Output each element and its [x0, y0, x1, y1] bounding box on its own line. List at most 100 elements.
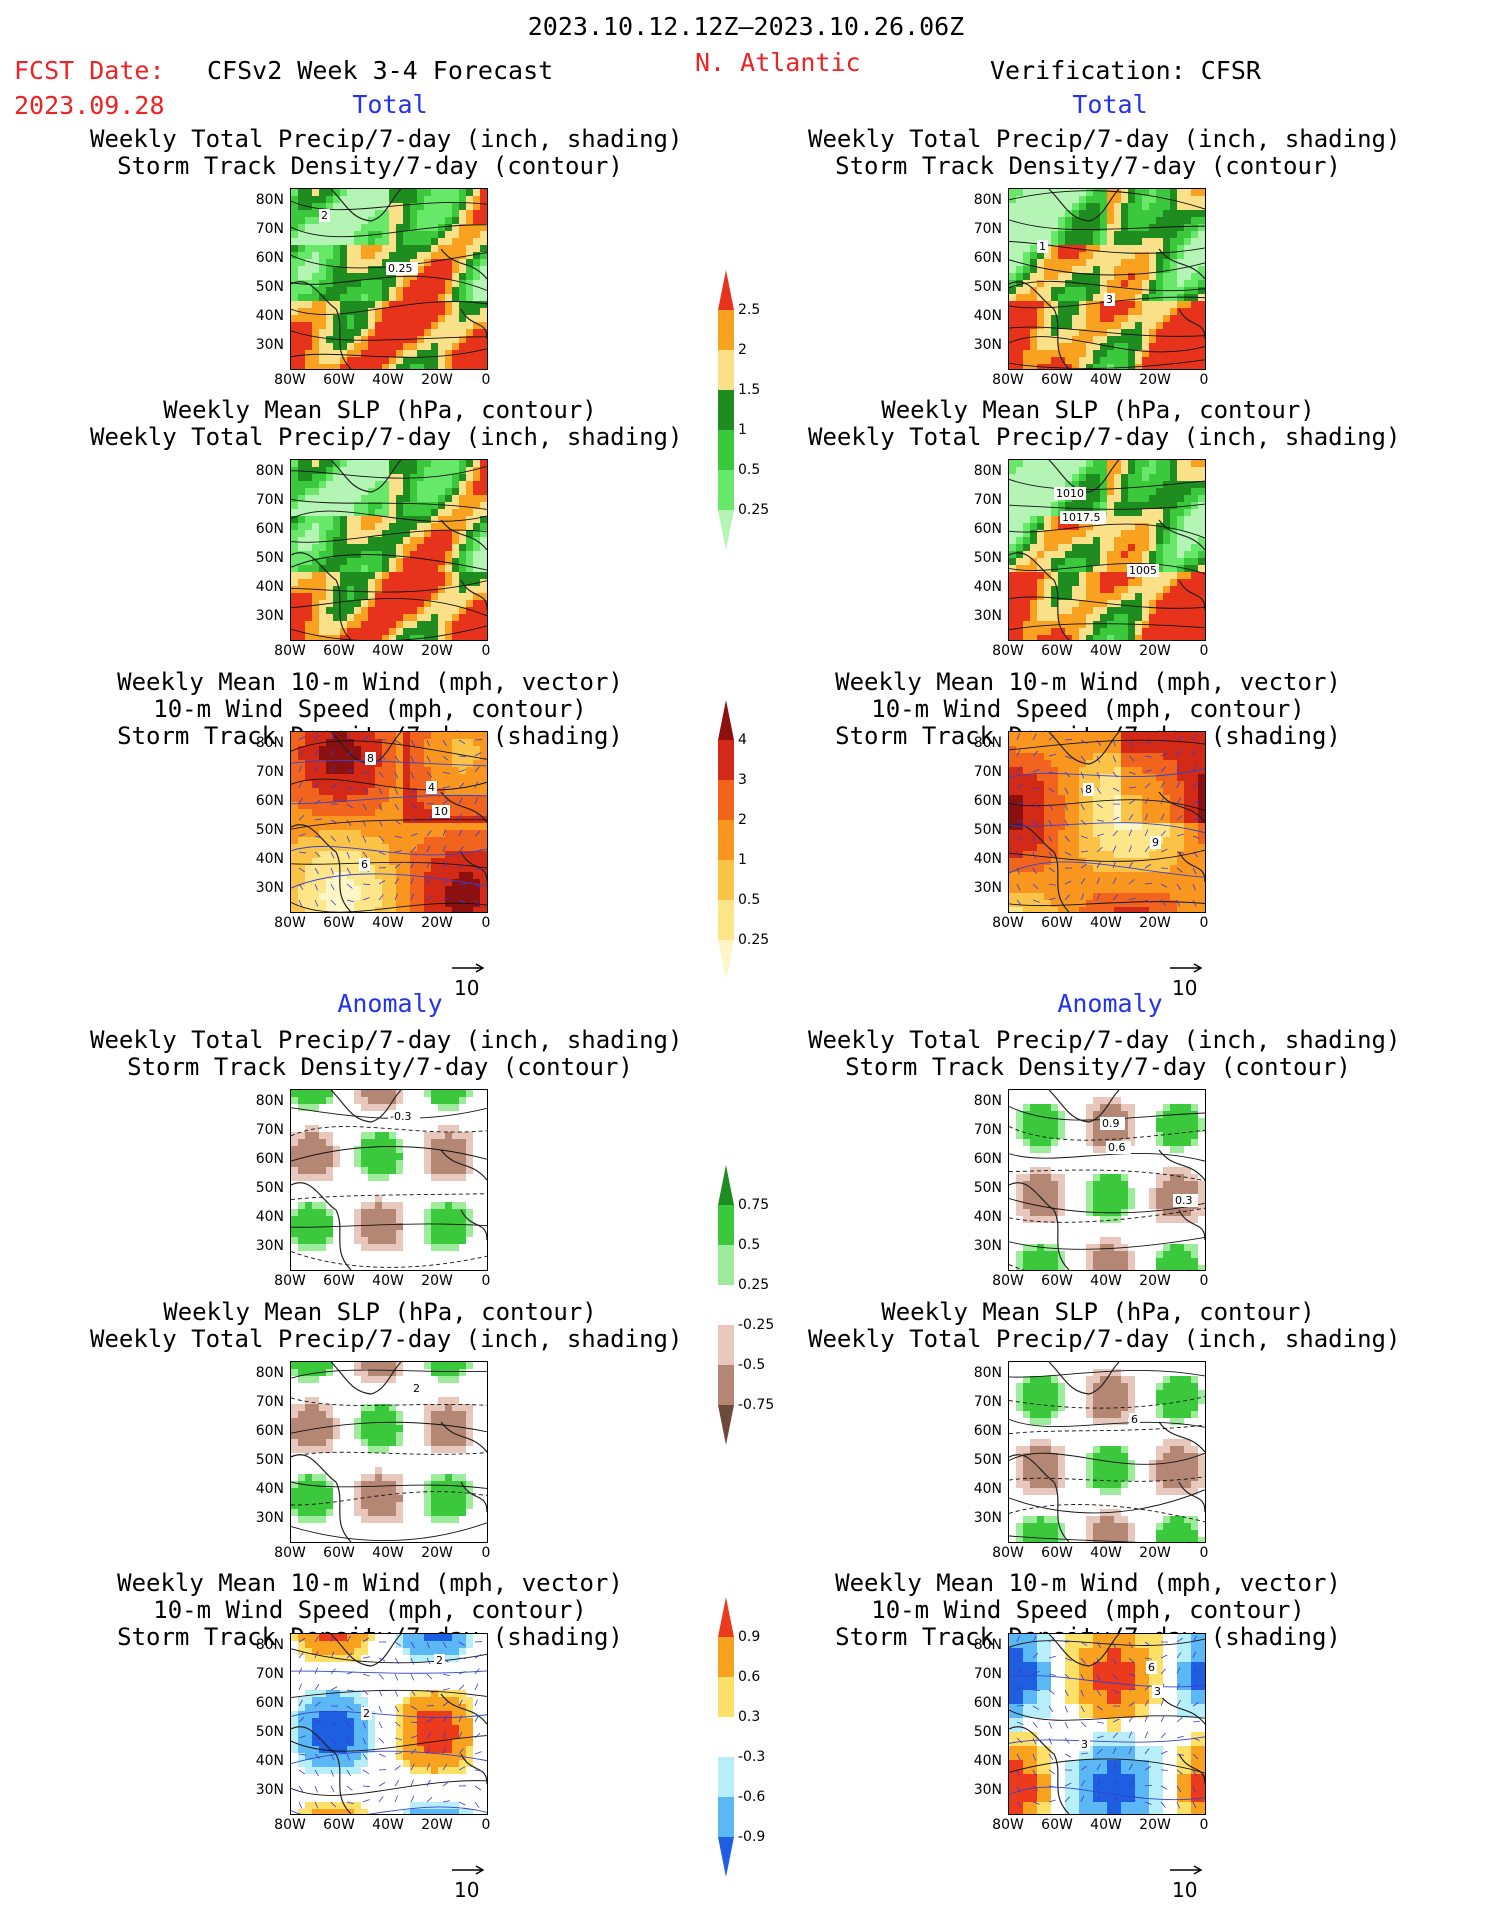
shading-cell [1121, 238, 1128, 245]
shading-cell [1191, 357, 1198, 364]
shading-cell [298, 231, 305, 238]
shading-cell [452, 767, 459, 774]
shading-cell [361, 1223, 368, 1230]
wind-vector [426, 877, 431, 885]
shading-cell [466, 1139, 473, 1146]
shading-cell [1163, 558, 1170, 565]
shading-cell [291, 1230, 298, 1237]
wind-vector [330, 733, 334, 741]
shading-cell [291, 809, 298, 816]
wind-vector [394, 771, 399, 779]
shading-cell [291, 600, 298, 607]
contour-label: 2 [321, 209, 328, 222]
wind-vector [346, 1753, 350, 1761]
shading-cell [1016, 607, 1023, 614]
shading-cell [298, 1704, 305, 1711]
shading-cell [466, 746, 473, 753]
shading-cell [473, 544, 480, 551]
shading-cell [480, 266, 487, 273]
shading-cell [1058, 460, 1065, 467]
shading-cell [1016, 343, 1023, 350]
shading-cell [403, 1746, 410, 1753]
wind-vector [394, 835, 402, 839]
shading-cell [305, 837, 312, 844]
shading-cell [305, 329, 312, 336]
wind-vector [330, 835, 336, 842]
shading-cell [312, 1376, 319, 1383]
shading-cell [291, 350, 298, 357]
shading-cell [1128, 579, 1135, 586]
shading-cell [438, 252, 445, 259]
contour-line [291, 625, 487, 640]
shading-cell [431, 1697, 438, 1704]
shading-cell [403, 203, 410, 210]
shading-cell [382, 621, 389, 628]
shading-cell [354, 865, 361, 872]
shading-cell [431, 252, 438, 259]
shading-cell [382, 579, 389, 586]
shading-cell [445, 1655, 452, 1662]
shading-cell [417, 788, 424, 795]
shading-cell [1009, 558, 1016, 565]
shading-cell [389, 252, 396, 259]
shading-cell [431, 523, 438, 530]
wind-vector [442, 1701, 449, 1707]
shading-cell [1100, 315, 1107, 322]
shading-cell [1058, 481, 1065, 488]
shading-cell [466, 460, 473, 467]
shading-cell [1149, 294, 1156, 301]
shading-cell [1051, 315, 1058, 322]
shading-cell [1093, 495, 1100, 502]
shading-cell [1100, 579, 1107, 586]
shading-cell [375, 238, 382, 245]
lat-tick-label: 70N [255, 1122, 284, 1138]
shading-cell [1093, 252, 1100, 259]
shading-cell [1030, 502, 1037, 509]
shading-cell [438, 189, 445, 196]
shading-cell [417, 336, 424, 343]
shading-cell [1149, 280, 1156, 287]
shading-cell [347, 1725, 354, 1732]
shading-cell [431, 1488, 438, 1495]
shading-cell [1016, 586, 1023, 593]
shading-cell [445, 217, 452, 224]
shading-cell [1079, 210, 1086, 217]
wind-vector [442, 771, 450, 775]
shading-cell [305, 600, 312, 607]
wind-vector [362, 835, 367, 843]
shading-cell [1114, 586, 1121, 593]
shading-cell [1086, 259, 1093, 266]
shading-cell [431, 357, 438, 364]
shading-cell [473, 308, 480, 315]
shading-cell [1163, 266, 1170, 273]
shading-cell [424, 210, 431, 217]
shading-cell [1065, 224, 1072, 231]
shading-cell [1023, 579, 1030, 586]
shading-cell [389, 907, 396, 912]
shading-cell [375, 600, 382, 607]
shading-cell [480, 607, 487, 614]
shading-cell [431, 1634, 438, 1641]
shading-cell [312, 203, 319, 210]
shading-cell [326, 586, 333, 593]
title-line: Weekly Mean SLP (hPa, contour) [881, 396, 1315, 424]
shading-cell [375, 488, 382, 495]
shading-cell [368, 495, 375, 502]
shading-cell [361, 760, 368, 767]
shading-cell [438, 1209, 445, 1216]
shading-cell [1184, 530, 1191, 537]
shading-cell [396, 1488, 403, 1495]
shading-cell [445, 357, 452, 364]
shading-cell [1135, 273, 1142, 280]
shading-cell [459, 1767, 466, 1774]
shading-cell [1198, 224, 1205, 231]
wind-vector [378, 880, 386, 885]
shading-cell [473, 802, 480, 809]
shading-cell [1016, 350, 1023, 357]
shading-cell [368, 210, 375, 217]
shading-cell [445, 474, 452, 481]
shading-cell [466, 245, 473, 252]
shading-cell [396, 1139, 403, 1146]
shading-cell [305, 189, 312, 196]
shading-cell [396, 830, 403, 837]
